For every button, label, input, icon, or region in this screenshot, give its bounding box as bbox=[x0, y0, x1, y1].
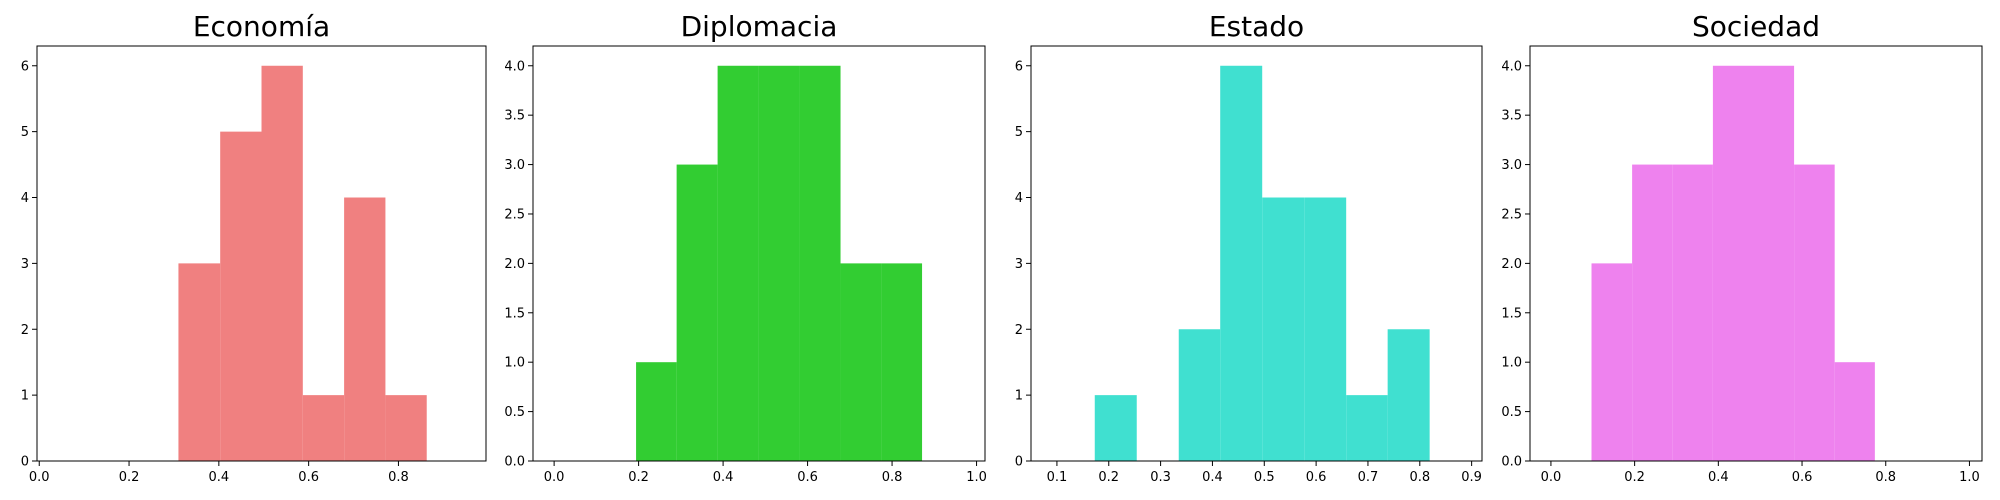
histogram-bar bbox=[676, 164, 718, 462]
y-tick-label: 4.0 bbox=[1501, 59, 1522, 74]
histogram-bar bbox=[1262, 197, 1305, 461]
y-tick-label: 3 bbox=[1015, 257, 1023, 272]
x-tick-label: 0.4 bbox=[1708, 470, 1729, 485]
y-tick-label: 2.5 bbox=[504, 207, 525, 222]
histogram-bar bbox=[799, 65, 841, 461]
y-tick-label: 6 bbox=[1015, 59, 1023, 74]
x-tick-label: 0.0 bbox=[544, 470, 565, 485]
y-tick-label: 0 bbox=[21, 455, 29, 470]
subplot-1: 0.0 0.2 0.4 0.6 0.8 0 1 2 3 4 5 6 Economía bbox=[21, 10, 487, 485]
y-tick-label: 4 bbox=[1015, 191, 1023, 206]
x-tick-label: 0.4 bbox=[1202, 470, 1223, 485]
axes-frame bbox=[36, 45, 487, 462]
y-tick-label: 1.0 bbox=[504, 356, 525, 371]
x-tick-label: 0.7 bbox=[1358, 470, 1379, 485]
x-tick-label: 0.6 bbox=[298, 470, 319, 485]
histogram-bar bbox=[1094, 395, 1137, 461]
y-tick-label: 5 bbox=[21, 125, 29, 140]
histogram-bar bbox=[636, 362, 677, 461]
x-tick-label: 0.4 bbox=[209, 470, 230, 485]
subplot-3: 0.1 0.2 0.3 0.4 0.5 0.6 0.7 0.8 0.9 0 1 2 3 4 5 6 Estado bbox=[1015, 10, 1483, 485]
subplot-title: Diplomacia bbox=[681, 10, 838, 43]
x-tick-label: 0.2 bbox=[1098, 470, 1119, 485]
axes-frame bbox=[1529, 45, 1983, 462]
x-tick-label: 0.6 bbox=[1792, 470, 1813, 485]
histogram-bar bbox=[178, 263, 221, 461]
x-tick-label: 0.4 bbox=[713, 470, 734, 485]
histogram-bar bbox=[1794, 164, 1835, 462]
histogram-bar bbox=[881, 263, 923, 461]
histogram-bar bbox=[1712, 65, 1754, 461]
x-tick-label: 0.2 bbox=[628, 470, 649, 485]
subplot-title: Economía bbox=[193, 10, 330, 43]
y-tick-label: 3.0 bbox=[1501, 158, 1522, 173]
histogram-bar bbox=[302, 395, 345, 461]
histogram-bar bbox=[261, 65, 303, 461]
y-tick-label: 1.0 bbox=[1501, 356, 1522, 371]
axes-frame bbox=[532, 45, 986, 462]
x-tick-label: 0.1 bbox=[1047, 470, 1068, 485]
axes-frame bbox=[1030, 45, 1483, 462]
x-tick-label: 1.0 bbox=[1959, 470, 1980, 485]
x-tick-label: 0.2 bbox=[119, 470, 140, 485]
histogram-bar bbox=[1304, 197, 1347, 461]
x-tick-label: 0.8 bbox=[388, 470, 409, 485]
y-tick-label: 0.0 bbox=[1501, 455, 1522, 470]
x-tick-label: 0.6 bbox=[797, 470, 818, 485]
subplot-title: Estado bbox=[1209, 10, 1304, 43]
y-tick-label: 0.5 bbox=[1501, 405, 1522, 420]
histogram-bar bbox=[385, 395, 427, 461]
y-tick-label: 4.0 bbox=[504, 59, 525, 74]
y-tick-label: 4 bbox=[21, 191, 29, 206]
y-tick-label: 1.5 bbox=[504, 306, 525, 321]
y-tick-label: 2.0 bbox=[1501, 257, 1522, 272]
y-tick-label: 1.5 bbox=[1501, 306, 1522, 321]
histogram-bar bbox=[344, 197, 386, 461]
subplot-2: 0.0 0.2 0.4 0.6 0.8 1.0 0.0 0.5 1.0 1.5 2.0 2.5 3.0 3… bbox=[504, 10, 987, 485]
subplot-4: 0.0 0.2 0.4 0.6 0.8 1.0 0.0 0.5 1.0 1.5 2.0 2.5 3.0 3… bbox=[1501, 10, 1983, 485]
histogram-bar bbox=[1346, 395, 1388, 461]
histogram-bar bbox=[1834, 362, 1875, 461]
y-tick-label: 0.5 bbox=[504, 405, 525, 420]
y-tick-label: 1 bbox=[1015, 389, 1023, 404]
x-tick-label: 0.2 bbox=[1624, 470, 1645, 485]
histogram-bar bbox=[1672, 164, 1713, 462]
histogram-bar bbox=[1387, 329, 1430, 461]
histogram-bar bbox=[717, 65, 759, 461]
y-tick-label: 1 bbox=[21, 389, 29, 404]
x-tick-label: 0.8 bbox=[1409, 470, 1430, 485]
x-tick-label: 0.9 bbox=[1461, 470, 1482, 485]
histogram-bar bbox=[1591, 263, 1633, 461]
x-tick-label: 0.6 bbox=[1306, 470, 1327, 485]
histogram-bar bbox=[1178, 329, 1221, 461]
histogram-bar bbox=[840, 263, 882, 461]
histogram-bar bbox=[758, 65, 800, 461]
x-tick-label: 0.8 bbox=[882, 470, 903, 485]
y-tick-label: 0.0 bbox=[504, 455, 525, 470]
y-tick-label: 2.0 bbox=[504, 257, 525, 272]
x-tick-label: 0.3 bbox=[1150, 470, 1171, 485]
y-tick-label: 5 bbox=[1015, 125, 1023, 140]
y-tick-label: 6 bbox=[21, 59, 29, 74]
histogram-bar bbox=[1220, 65, 1263, 461]
x-tick-label: 0.5 bbox=[1254, 470, 1275, 485]
y-tick-label: 2.5 bbox=[1501, 207, 1522, 222]
x-tick-label: 0.0 bbox=[1541, 470, 1562, 485]
y-tick-label: 3.5 bbox=[1501, 109, 1522, 124]
y-tick-label: 2 bbox=[21, 323, 29, 338]
y-tick-label: 2 bbox=[1015, 323, 1023, 338]
y-tick-label: 0 bbox=[1015, 455, 1023, 470]
y-tick-label: 3.0 bbox=[504, 158, 525, 173]
y-tick-label: 3.5 bbox=[504, 109, 525, 124]
histogram-bar bbox=[220, 131, 262, 461]
histogram-bar bbox=[1632, 164, 1673, 462]
x-tick-label: 1.0 bbox=[966, 470, 987, 485]
subplot-title: Sociedad bbox=[1692, 10, 1820, 43]
x-tick-label: 0.0 bbox=[29, 470, 50, 485]
histogram-bar bbox=[1753, 65, 1795, 461]
x-tick-label: 0.8 bbox=[1875, 470, 1896, 485]
y-tick-label: 3 bbox=[21, 257, 29, 272]
